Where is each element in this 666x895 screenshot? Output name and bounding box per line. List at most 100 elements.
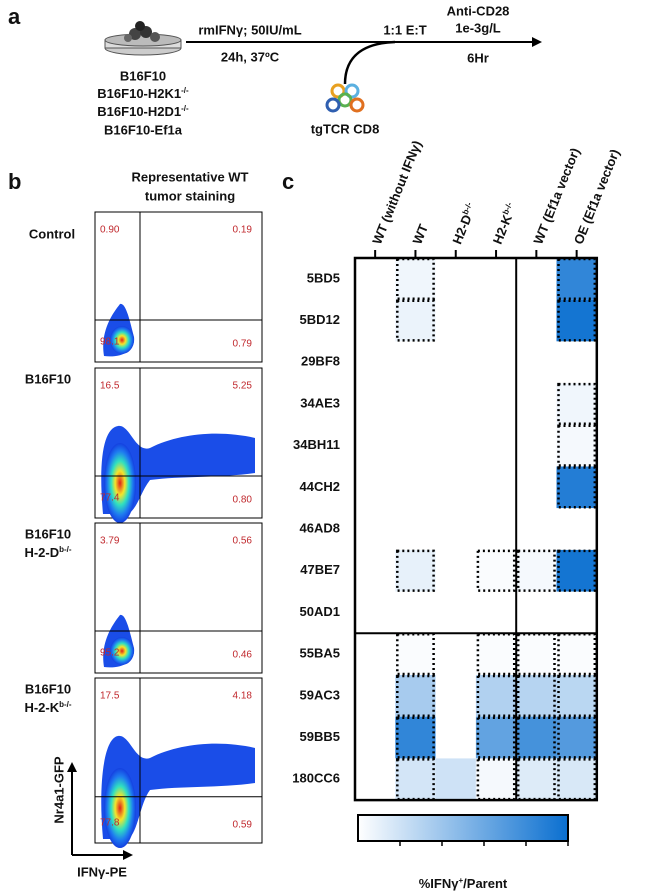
heatmap-cell [395, 675, 436, 717]
heatmap-cell [556, 508, 597, 550]
panel-letter: c [282, 169, 294, 194]
heatmap-cell [435, 466, 476, 509]
axis-label: IFNγ-PE [77, 864, 127, 879]
heatmap-cell [435, 424, 476, 467]
significance-outline [557, 299, 597, 342]
significance-outline [476, 674, 516, 717]
row-label: 44CH2 [300, 479, 340, 494]
heatmap-cell [355, 758, 396, 801]
step-label: Anti-CD28 [447, 3, 510, 18]
row-label: 59BB5 [300, 729, 340, 744]
heatmap-cell [355, 549, 396, 592]
quadrant-value: 16.5 [100, 381, 120, 392]
panel-letter: a [8, 4, 21, 29]
density-core [110, 326, 134, 354]
column-label-base: H2-D [450, 213, 475, 247]
heatmap-cell [516, 508, 557, 550]
column-label: H2-Db-/- [449, 201, 480, 247]
significance-outline [396, 758, 435, 801]
significance-outline [476, 633, 516, 676]
heatmap-cell [475, 549, 517, 592]
heatmap-cell [516, 675, 557, 717]
row-label: 34AE3 [300, 395, 340, 410]
heatmap-cell [516, 716, 557, 759]
heatmap-cell [556, 591, 597, 634]
step-label: 1:1 E:T [383, 22, 426, 37]
schematic [104, 21, 542, 113]
heatmap-cell [355, 424, 396, 467]
effector-label: tgTCR CD8 [311, 121, 380, 136]
column-label-sup: b-/- [460, 201, 473, 216]
axis-label: Nr4a1-GFP [51, 756, 66, 824]
heatmap-cell [556, 258, 597, 300]
heatmap-cell [475, 716, 517, 759]
row-label: B16F10 [25, 526, 71, 541]
significance-outline [516, 716, 556, 759]
significance-outline [516, 758, 556, 801]
heatmap-cell [395, 591, 436, 634]
heatmap-cell [516, 633, 557, 675]
heatmap-cell [435, 299, 476, 342]
cell-line-base: B16F10-H2K1 [97, 86, 181, 101]
quadrant-value: 4.18 [233, 691, 253, 702]
heatmap-cell [395, 508, 436, 550]
step-label: rmIFNγ; 50IU/mL [198, 22, 301, 37]
quadrant-value: 3.79 [100, 536, 120, 547]
colorbar-label-rest: /Parent [463, 876, 508, 891]
heatmap-cell [395, 383, 436, 425]
heatmap-cell [475, 633, 517, 675]
heatmap-frame [353, 256, 599, 802]
quadrant-value: 0.90 [100, 225, 120, 236]
heatmap-cell [355, 341, 396, 384]
heatmap-cell [435, 383, 476, 425]
row-label: 46AD8 [300, 520, 340, 535]
quadrant-value: 5.25 [233, 381, 253, 392]
heatmap-cell [355, 258, 396, 300]
density-core [104, 443, 136, 523]
quadrant-value: 77.4 [100, 493, 120, 504]
column-label: OE (Ef1a vector) [571, 147, 623, 246]
step-label: 24h, 37ºC [221, 49, 280, 64]
heatmap-cell [395, 549, 436, 592]
row-label-base: H-2-K [24, 700, 59, 715]
significance-outline [557, 633, 597, 676]
quadrant-value: 95.2 [100, 648, 120, 659]
colorbar [357, 814, 569, 842]
heatmap-cell [556, 383, 597, 425]
plot-title: tumor staining [145, 188, 235, 203]
row-label-base: H-2-D [24, 545, 59, 560]
heatmap-cell [516, 258, 557, 300]
colorbar-label-base: %IFNγ [419, 876, 460, 891]
heatmap-cell [395, 633, 436, 675]
heatmap-cell [355, 633, 396, 675]
significance-outline [557, 382, 597, 426]
cell-line: B16F10-H2D1-/- [97, 104, 189, 120]
heatmap-cell [516, 341, 557, 384]
heatmap-cell [556, 466, 597, 509]
heatmap-cell [395, 716, 436, 759]
significance-outline [557, 424, 597, 467]
heatmap-cell [516, 424, 557, 467]
step-label: 6Hr [467, 50, 489, 65]
column-label: WT [410, 222, 432, 246]
significance-outline [557, 716, 597, 759]
heatmap-cell [475, 383, 517, 425]
row-label: 34BH11 [293, 437, 340, 452]
heatmap-cell [475, 299, 517, 342]
heatmap-cell [475, 424, 517, 467]
heatmap-cell [556, 675, 597, 717]
plot-title: Representative WT [131, 169, 248, 184]
heatmap-cell [435, 341, 476, 384]
column-label-base: H2-K [490, 212, 516, 246]
heatmap-cell [395, 758, 436, 801]
heatmap-cell [395, 424, 436, 467]
cell-line-sup: -/- [181, 86, 189, 95]
cell-line: B16F10-Ef1a [104, 122, 183, 137]
row-label-sup: b-/- [59, 545, 72, 554]
row-label: 29BF8 [301, 354, 340, 369]
heatmap-cell [395, 258, 436, 300]
heatmap-cell [475, 591, 517, 634]
row-label: Control [29, 226, 75, 241]
quadrant-value: 0.19 [233, 225, 253, 236]
significance-outline [476, 716, 516, 759]
